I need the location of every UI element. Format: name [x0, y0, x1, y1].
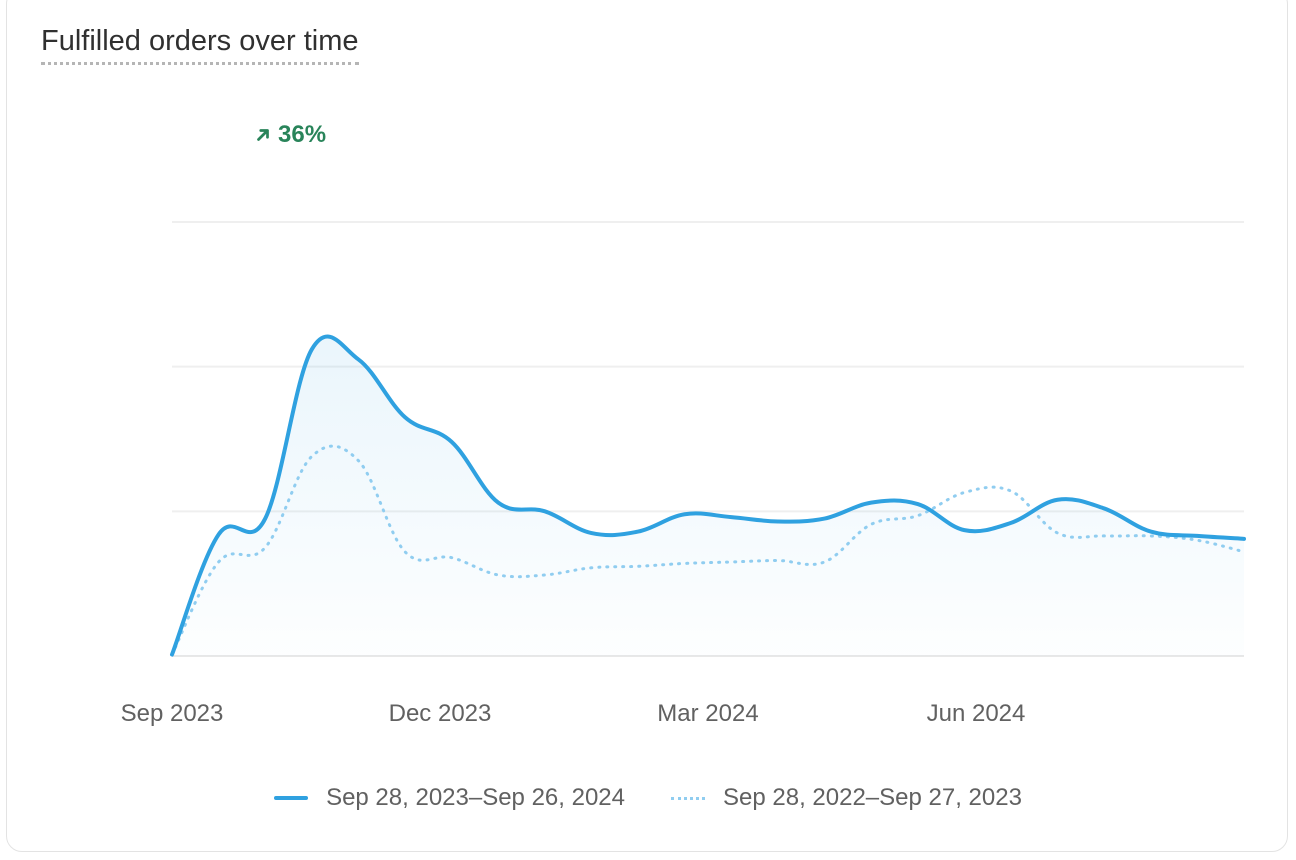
legend-label-previous: Sep 28, 2022–Sep 27, 2023: [723, 784, 1022, 811]
legend: Sep 28, 2023–Sep 26, 2024 Sep 28, 2022–S…: [0, 784, 1296, 812]
x-tick-label: Mar 2024: [657, 700, 758, 727]
line-chart[interactable]: Sep 2023 Dec 2023 Mar 2024 Jun 2024: [0, 0, 1296, 760]
change-indicator: 36%: [254, 121, 326, 149]
legend-swatch-solid: [274, 796, 309, 800]
legend-item-previous[interactable]: Sep 28, 2022–Sep 27, 2023: [671, 784, 1022, 812]
chart-title[interactable]: Fulfilled orders over time: [41, 24, 359, 65]
arrow-up-right-icon: [257, 129, 269, 141]
x-tick-label: Sep 2023: [121, 700, 224, 727]
series-area-current: [172, 336, 1244, 656]
series-line-previous[interactable]: [170, 444, 1246, 657]
x-tick-label: Jun 2024: [927, 700, 1026, 727]
legend-swatch-dotted: [671, 796, 705, 800]
series-line-current[interactable]: [170, 334, 1246, 657]
change-value: 36%: [278, 121, 327, 148]
x-tick-label: Dec 2023: [389, 700, 492, 727]
legend-label-current: Sep 28, 2023–Sep 26, 2024: [326, 784, 625, 811]
chart-card: [6, 0, 1288, 852]
legend-item-current[interactable]: Sep 28, 2023–Sep 26, 2024: [274, 784, 625, 812]
